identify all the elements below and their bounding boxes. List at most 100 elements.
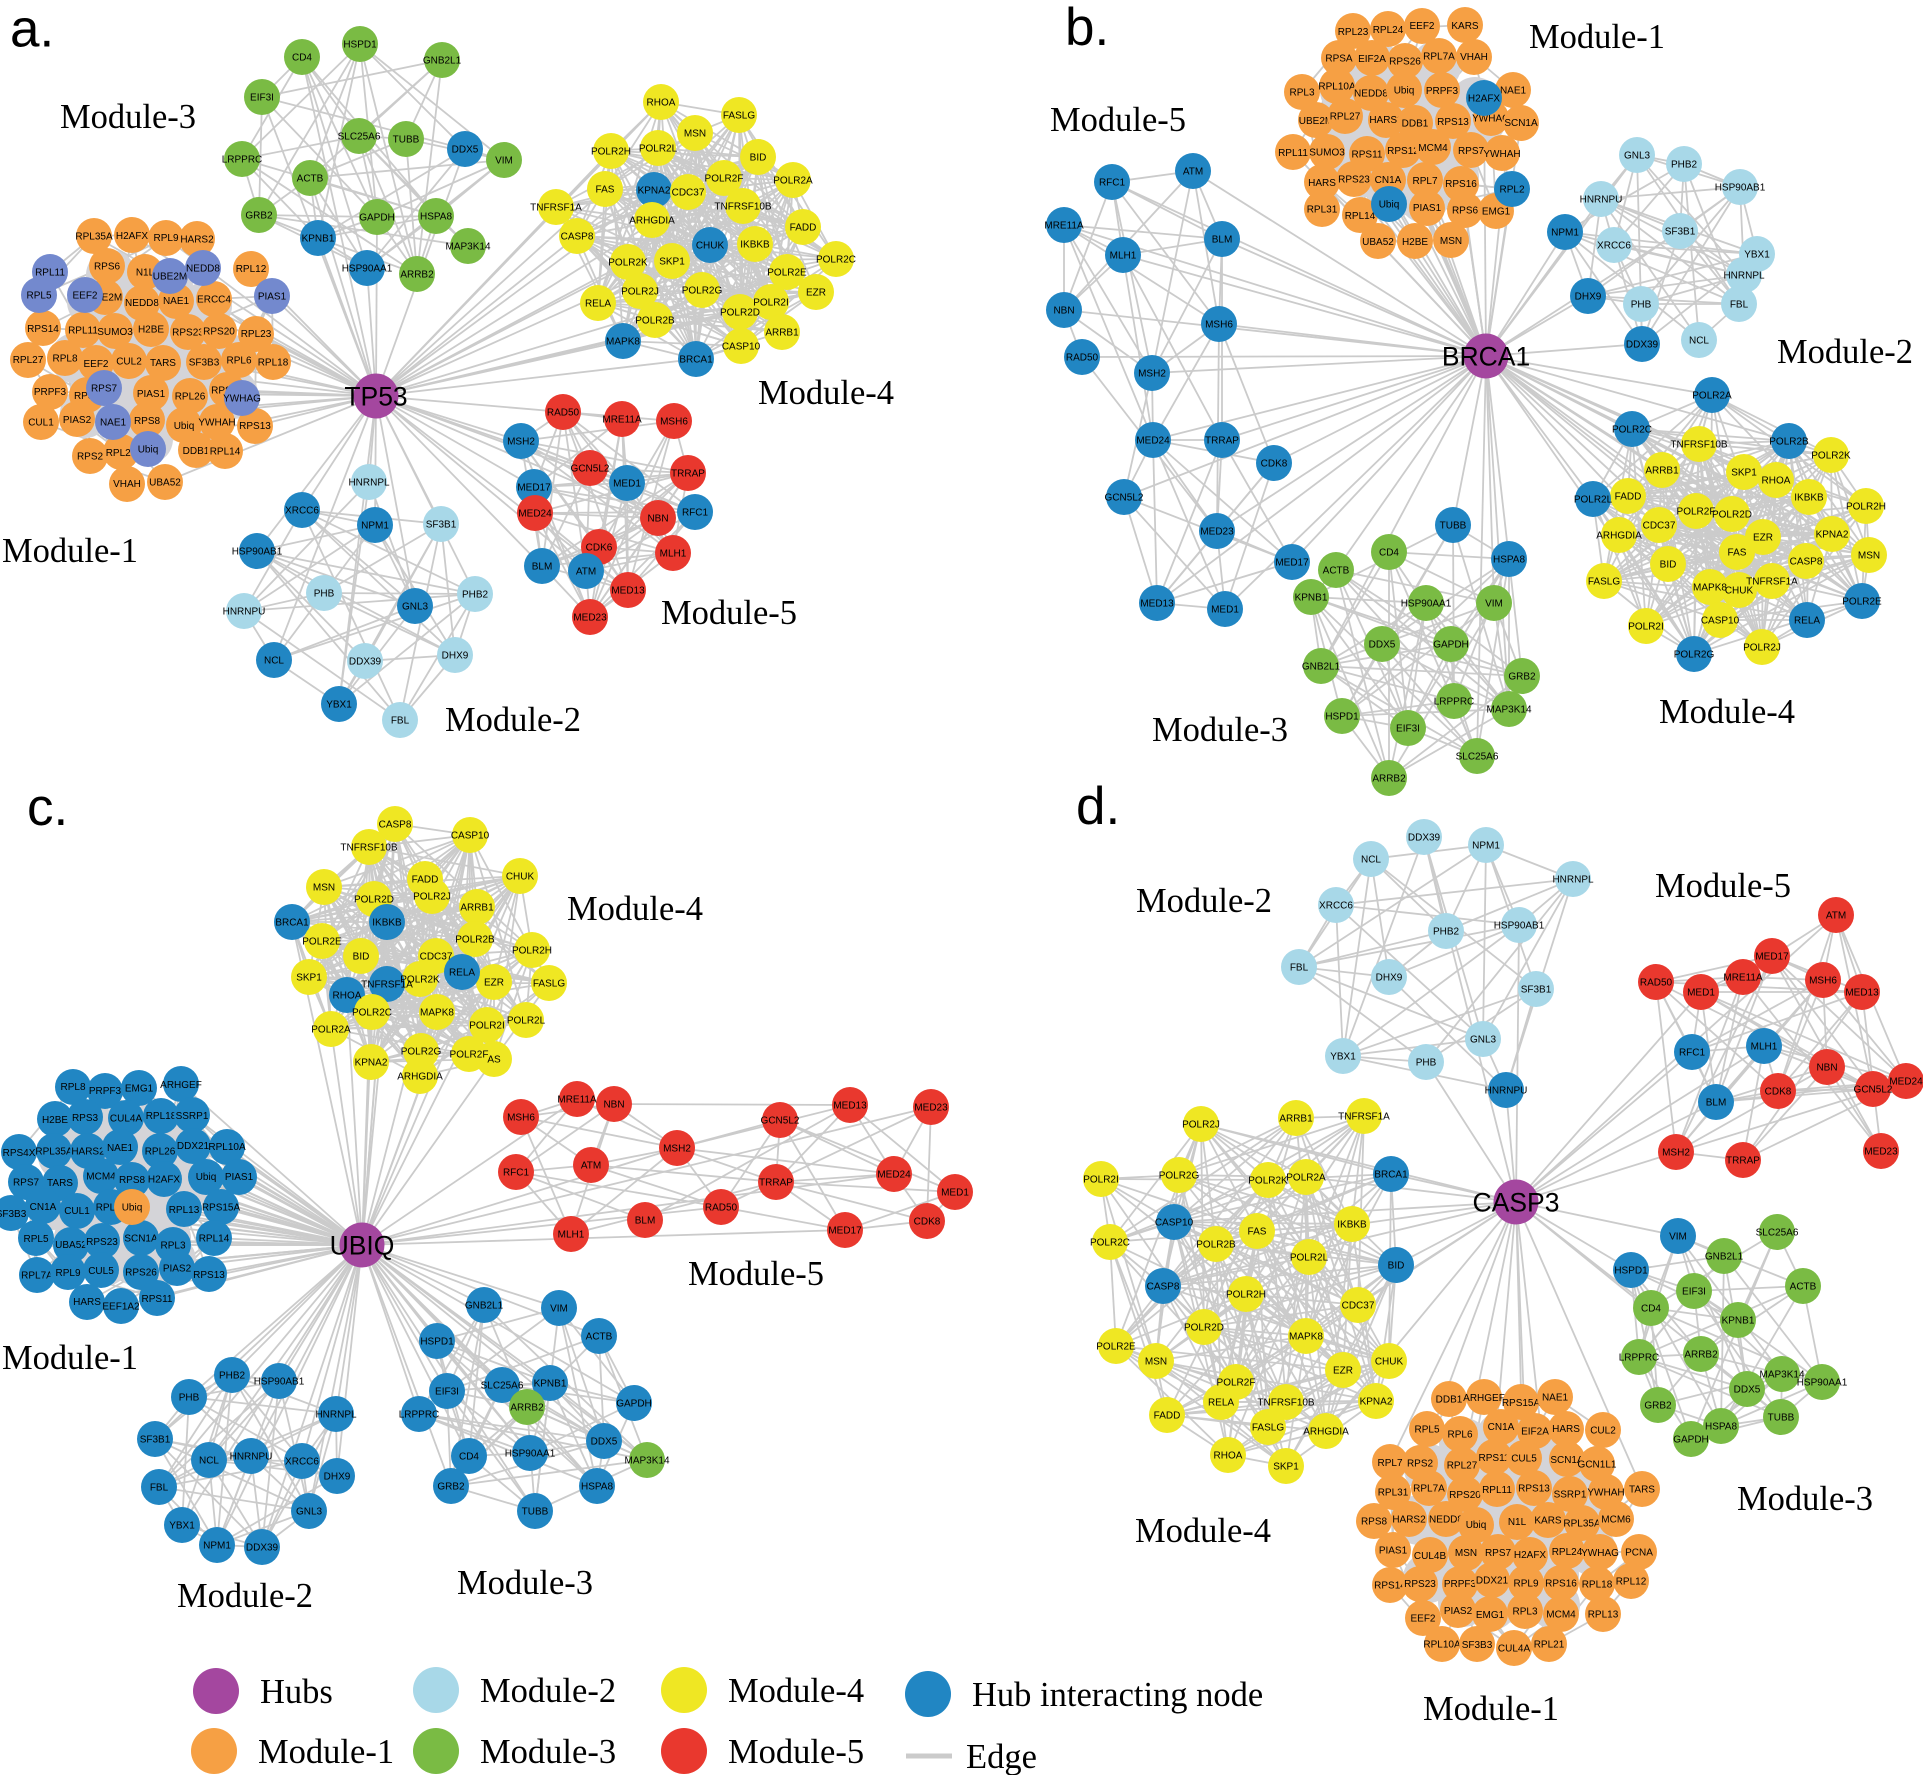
- svg-text:H2AFX: H2AFX: [1468, 94, 1501, 105]
- svg-text:RAD50: RAD50: [705, 1203, 738, 1214]
- svg-text:DDX39: DDX39: [1626, 340, 1659, 351]
- svg-text:LRPPRC: LRPPRC: [222, 155, 263, 166]
- svg-text:RPS7: RPS7: [13, 1178, 40, 1189]
- svg-text:GNB2L1: GNB2L1: [1705, 1252, 1744, 1263]
- svg-text:RPL31: RPL31: [1378, 1488, 1409, 1499]
- svg-text:VIM: VIM: [1669, 1232, 1687, 1243]
- svg-text:SLC25A6: SLC25A6: [481, 1381, 524, 1392]
- svg-text:MSH6: MSH6: [1205, 320, 1233, 331]
- svg-text:EIF3I: EIF3I: [1682, 1287, 1706, 1298]
- svg-text:TNFRSF10B: TNFRSF10B: [1257, 1398, 1315, 1409]
- svg-text:DDX5: DDX5: [591, 1437, 618, 1448]
- svg-text:YWHAG: YWHAG: [223, 394, 261, 405]
- svg-text:RPL21: RPL21: [106, 448, 137, 459]
- svg-text:RPL7A: RPL7A: [1413, 1484, 1445, 1495]
- svg-text:FBL: FBL: [1730, 300, 1749, 311]
- svg-text:MAP3K14: MAP3K14: [445, 242, 490, 253]
- svg-text:POLR2F: POLR2F: [450, 1050, 489, 1061]
- svg-text:KPNB1: KPNB1: [1295, 593, 1328, 604]
- svg-text:SCN1A: SCN1A: [1504, 118, 1538, 129]
- svg-text:MED23: MED23: [914, 1103, 948, 1114]
- svg-text:Module-4: Module-4: [728, 1672, 864, 1710]
- svg-text:RPSA: RPSA: [1325, 54, 1353, 65]
- svg-text:Module-1: Module-1: [2, 1339, 138, 1377]
- svg-text:KPNB1: KPNB1: [302, 234, 335, 245]
- svg-text:NCL: NCL: [264, 656, 284, 667]
- svg-text:FASLG: FASLG: [1252, 1423, 1284, 1434]
- svg-text:MCM4: MCM4: [1418, 143, 1448, 154]
- svg-text:Module-5: Module-5: [688, 1255, 824, 1293]
- svg-text:ARHGDIA: ARHGDIA: [1596, 531, 1642, 542]
- svg-text:MSN: MSN: [1455, 1548, 1477, 1559]
- svg-text:RPL26: RPL26: [175, 391, 206, 402]
- svg-text:NCL: NCL: [199, 1456, 219, 1467]
- svg-text:ARHGEF: ARHGEF: [160, 1080, 202, 1091]
- svg-text:ARHGDIA: ARHGDIA: [1303, 1427, 1349, 1438]
- svg-text:FASLG: FASLG: [533, 979, 565, 990]
- svg-text:RPS2: RPS2: [1407, 1459, 1434, 1470]
- svg-text:PHB: PHB: [314, 589, 335, 600]
- svg-text:CDK8: CDK8: [914, 1217, 941, 1228]
- svg-text:PRPF3: PRPF3: [1426, 86, 1459, 97]
- svg-text:GRB2: GRB2: [1644, 1401, 1672, 1412]
- svg-text:SKP1: SKP1: [659, 257, 685, 268]
- svg-text:TNFRSF1A: TNFRSF1A: [1338, 1112, 1390, 1123]
- svg-text:ARRB1: ARRB1: [1645, 466, 1679, 477]
- svg-text:ATM: ATM: [1826, 911, 1846, 922]
- svg-text:MRE11A: MRE11A: [557, 1095, 597, 1106]
- svg-text:GNL3: GNL3: [402, 602, 429, 613]
- svg-text:RPS7: RPS7: [1485, 1548, 1512, 1559]
- svg-text:RPS6: RPS6: [94, 262, 121, 273]
- svg-text:GCN5L2: GCN5L2: [571, 464, 610, 475]
- svg-text:CASP10: CASP10: [451, 831, 490, 842]
- svg-text:ARHGDIA: ARHGDIA: [629, 216, 675, 227]
- svg-text:Ubiq: Ubiq: [174, 421, 195, 432]
- svg-text:RPS11: RPS11: [142, 1294, 173, 1305]
- svg-text:CN1A: CN1A: [1488, 1422, 1515, 1433]
- svg-text:Module-5: Module-5: [661, 594, 797, 632]
- svg-text:RPL18: RPL18: [146, 1111, 177, 1122]
- svg-text:POLR2H: POLR2H: [1226, 1290, 1266, 1301]
- svg-text:MED24: MED24: [877, 1170, 911, 1181]
- svg-text:SF3B1: SF3B1: [426, 520, 457, 531]
- svg-text:EEF2: EEF2: [1410, 1613, 1435, 1624]
- svg-text:CHUK: CHUK: [696, 241, 725, 252]
- svg-text:HSP90AA1: HSP90AA1: [1797, 1378, 1848, 1389]
- svg-text:MSH2: MSH2: [1138, 369, 1166, 380]
- svg-text:EMG1: EMG1: [1476, 1610, 1505, 1621]
- svg-text:RPS14: RPS14: [27, 324, 59, 335]
- svg-text:CHUK: CHUK: [506, 872, 535, 883]
- svg-text:GCN5L2: GCN5L2: [1105, 493, 1144, 504]
- svg-text:KPNA2: KPNA2: [638, 186, 671, 197]
- svg-text:DDX39: DDX39: [1408, 833, 1441, 844]
- svg-text:CDK8: CDK8: [1261, 459, 1288, 470]
- svg-text:PHB: PHB: [1416, 1058, 1437, 1069]
- svg-text:CHUK: CHUK: [1375, 1357, 1404, 1368]
- svg-text:BRCA1: BRCA1: [275, 918, 309, 929]
- svg-text:UBE2M: UBE2M: [153, 272, 187, 283]
- svg-text:HSPA8: HSPA8: [1493, 555, 1525, 566]
- svg-text:IKBKB: IKBKB: [1794, 493, 1824, 504]
- svg-text:c.: c.: [27, 778, 68, 837]
- svg-text:SCN1A: SCN1A: [124, 1234, 158, 1245]
- svg-text:KPNA2: KPNA2: [1816, 530, 1849, 541]
- svg-text:EIF3I: EIF3I: [250, 93, 274, 104]
- svg-text:CHUK: CHUK: [1725, 586, 1754, 597]
- svg-text:RAD50: RAD50: [1640, 978, 1673, 989]
- svg-text:H2AFX: H2AFX: [148, 1175, 181, 1186]
- svg-text:POLR2A: POLR2A: [773, 176, 813, 187]
- svg-text:Module-2: Module-2: [445, 701, 581, 739]
- svg-text:RPL27: RPL27: [1447, 1460, 1478, 1471]
- svg-text:CDC37: CDC37: [1643, 521, 1676, 532]
- svg-text:HARS2: HARS2: [1369, 115, 1403, 126]
- svg-text:RAD50: RAD50: [547, 408, 580, 419]
- svg-text:RPS23: RPS23: [1338, 174, 1370, 185]
- svg-text:POLR2K: POLR2K: [608, 258, 648, 269]
- svg-text:PIAS2: PIAS2: [63, 415, 92, 426]
- svg-text:MED13: MED13: [1845, 988, 1879, 999]
- svg-text:Module-5: Module-5: [728, 1733, 864, 1771]
- svg-text:RPS20: RPS20: [1449, 1490, 1481, 1501]
- svg-text:Module-4: Module-4: [758, 374, 894, 412]
- svg-text:FBL: FBL: [391, 716, 410, 727]
- svg-text:YWHAG: YWHAG: [1472, 113, 1510, 124]
